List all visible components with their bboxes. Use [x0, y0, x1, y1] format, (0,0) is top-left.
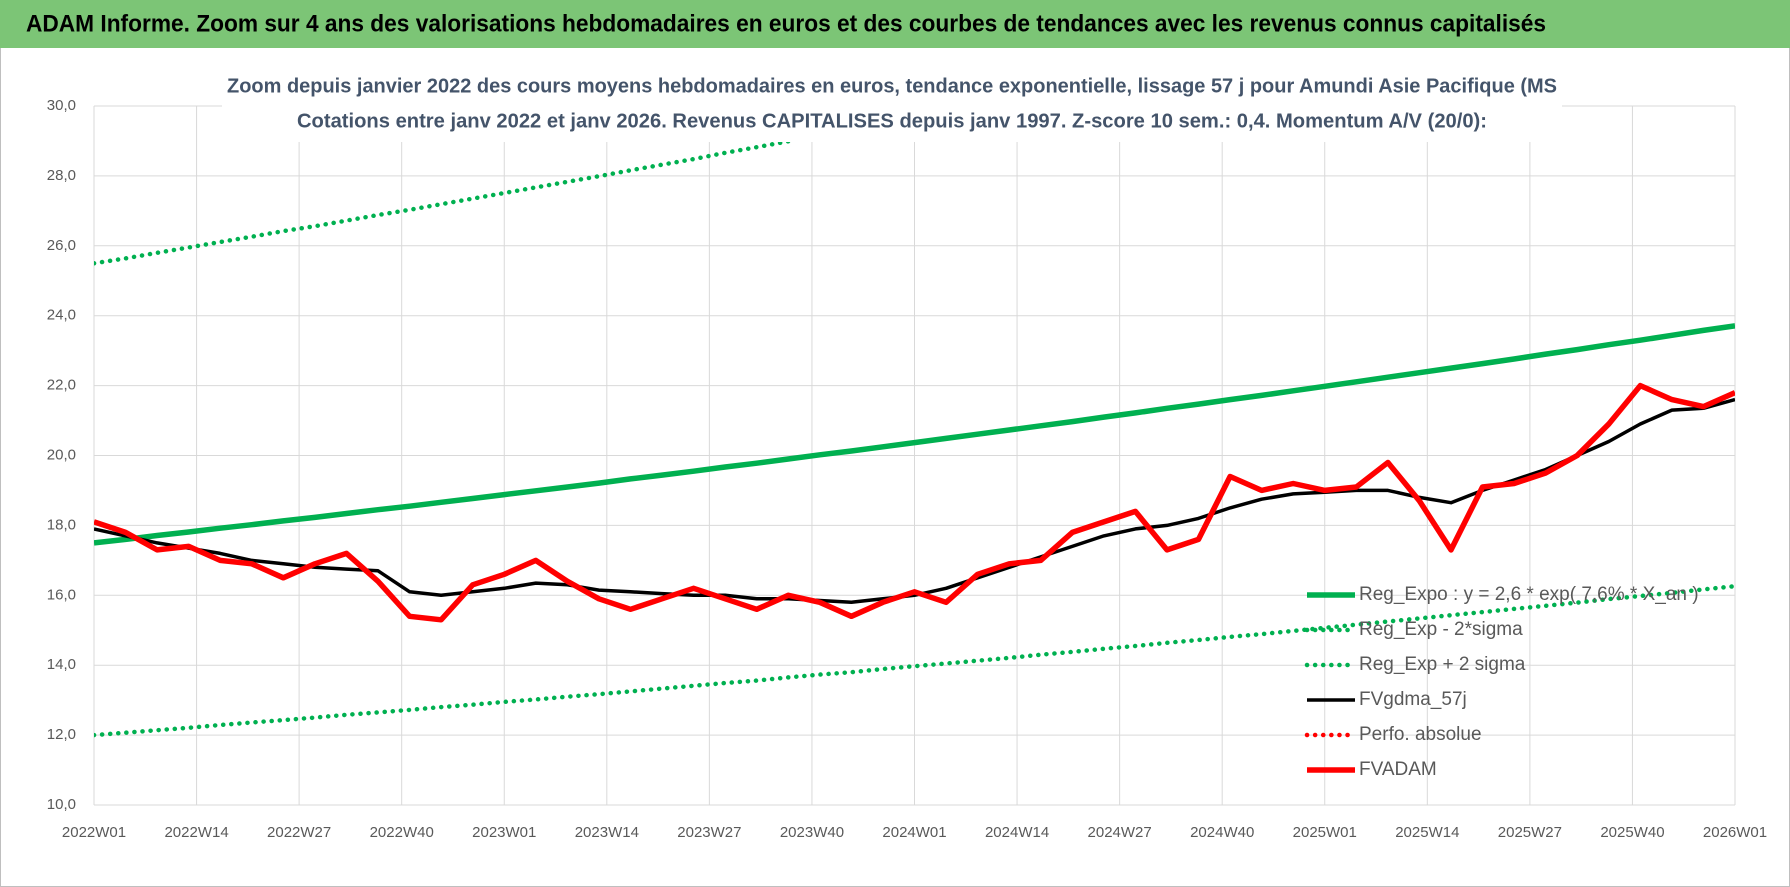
y-tick-label: 30,0: [47, 97, 76, 114]
chart-title: Zoom depuis janvier 2022 des cours moyen…: [227, 75, 1557, 97]
legend-label: Reg_Expo : y = 2,6 * exp( 7,6% * X_an ): [1359, 584, 1699, 605]
y-tick-label: 16,0: [47, 586, 76, 603]
banner-bg: [0, 0, 1790, 48]
x-tick-label: 2025W40: [1600, 824, 1664, 841]
x-tick-label: 2024W40: [1190, 824, 1254, 841]
title-box: [222, 68, 1562, 142]
y-tick-label: 22,0: [47, 377, 76, 394]
legend: Reg_Expo : y = 2,6 * exp( 7,6% * X_an ) R…: [1304, 584, 1699, 780]
x-tick-label: 2022W40: [370, 824, 434, 841]
y-tick-label: 28,0: [47, 167, 76, 184]
legend-label: FVgdma_57j: [1359, 689, 1467, 710]
series-line: [94, 583, 1735, 738]
y-tick-label: 10,0: [47, 796, 76, 813]
x-tick-label: 2023W27: [677, 824, 741, 841]
x-tick-label: 2025W01: [1293, 824, 1357, 841]
legend-label: Reg_Exp + 2 sigma: [1359, 654, 1526, 675]
x-tick-label: 2025W14: [1395, 824, 1459, 841]
x-tick-label: 2022W01: [62, 824, 126, 841]
banner-title: ADAM Informe. Zoom sur 4 ans des valoris…: [26, 10, 1546, 37]
legend-label: Reg_Exp - 2*sigma: [1359, 619, 1523, 640]
grid: 10,0 12,0 14,0 16,0 18,0 20,0 22,0 24,0 26,0 28,0…: [47, 97, 1767, 841]
x-tick-label: 2022W27: [267, 824, 331, 841]
y-tick-label: 14,0: [47, 656, 76, 673]
series-line: [94, 323, 1735, 546]
legend-label: Perfo. absolue: [1359, 724, 1482, 745]
series-line: [94, 382, 1735, 623]
x-tick-label: 2023W40: [780, 824, 844, 841]
y-tick-label: 24,0: [47, 307, 76, 324]
x-tick-label: 2024W14: [985, 824, 1049, 841]
y-tick-label: 20,0: [47, 446, 76, 463]
chart-title: Cotations entre janv 2022 et janv 2026. …: [297, 110, 1487, 132]
y-tick-label: 18,0: [47, 516, 76, 533]
y-tick-label: 12,0: [47, 726, 76, 743]
y-tick-label: 26,0: [47, 237, 76, 254]
x-tick-label: 2026W01: [1703, 824, 1767, 841]
x-tick-label: 2024W27: [1088, 824, 1152, 841]
x-tick-label: 2024W01: [882, 824, 946, 841]
x-tick-label: 2023W01: [472, 824, 536, 841]
x-tick-label: 2025W27: [1498, 824, 1562, 841]
legend-label: FVADAM: [1359, 759, 1437, 780]
x-tick-label: 2022W14: [164, 824, 228, 841]
x-tick-label: 2023W14: [575, 824, 639, 841]
